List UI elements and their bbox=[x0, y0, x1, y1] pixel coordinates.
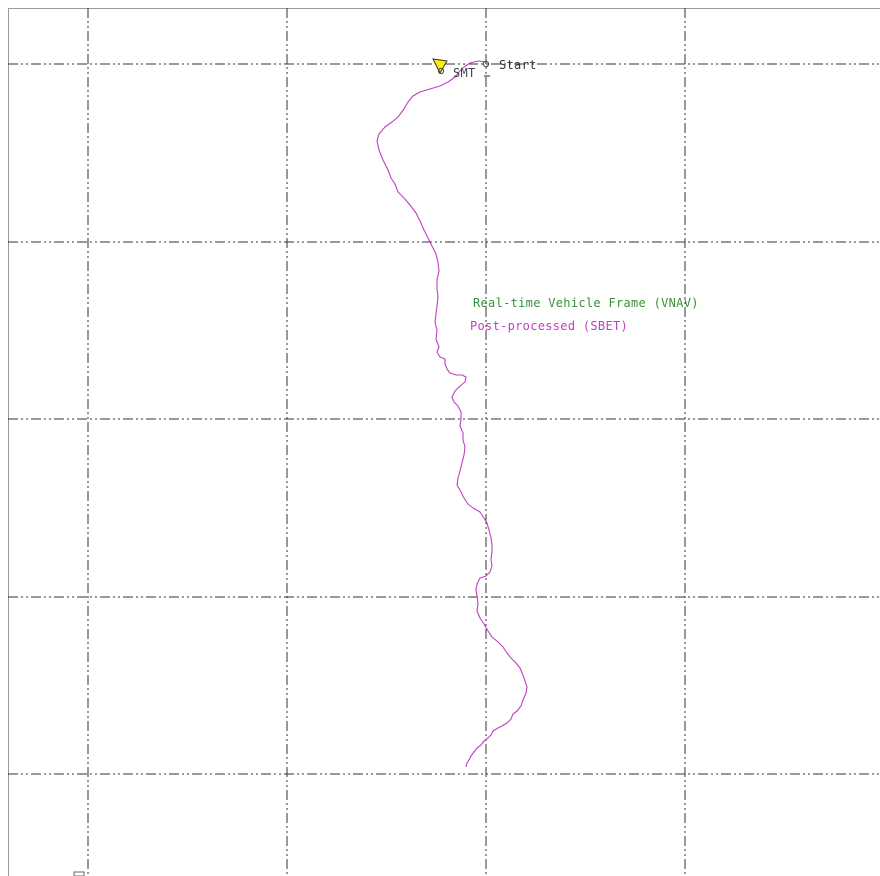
smt-marker-icon bbox=[437, 67, 445, 75]
corner-mark bbox=[73, 871, 85, 876]
grid-vertical bbox=[87, 8, 686, 876]
start-label: Start bbox=[499, 58, 537, 72]
legend-item-vnav: Real-time Vehicle Frame (VNAV) bbox=[473, 296, 699, 310]
triangle-flag-icon bbox=[432, 58, 448, 75]
legend: Real-time Vehicle Frame (VNAV) Post-proc… bbox=[470, 296, 699, 333]
smt-label: SMT bbox=[453, 66, 476, 80]
grid-horizontal bbox=[8, 63, 880, 775]
start-marker-icon bbox=[482, 60, 490, 68]
map-frame bbox=[8, 8, 880, 876]
sbet-trajectory-line bbox=[376, 60, 528, 768]
legend-item-sbet: Post-processed (SBET) bbox=[470, 319, 628, 333]
